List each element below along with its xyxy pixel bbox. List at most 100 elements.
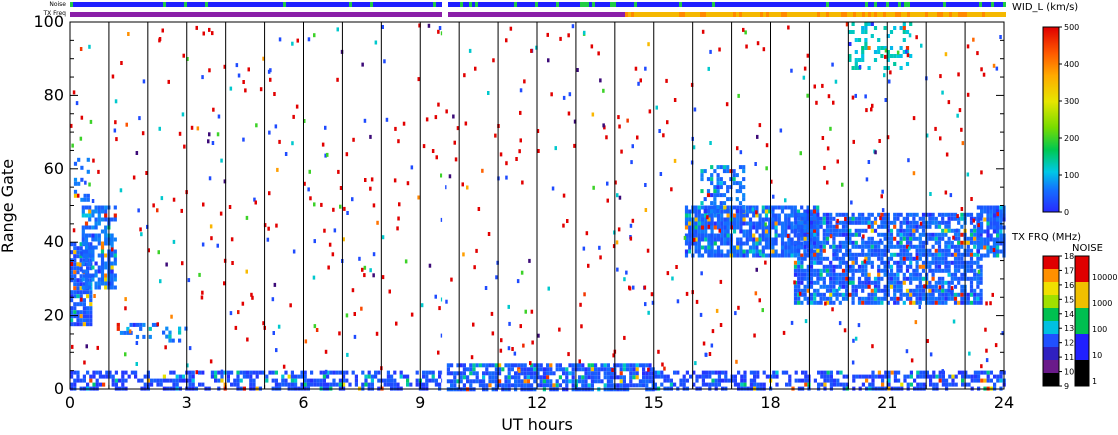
data-point xyxy=(514,375,518,380)
noise-segment xyxy=(598,2,601,7)
data-point xyxy=(893,54,897,58)
data-point xyxy=(505,161,508,166)
data-point xyxy=(867,244,871,249)
noise-segment xyxy=(898,2,901,7)
data-point xyxy=(861,30,865,34)
data-point xyxy=(70,298,74,303)
width-colorbar-segment xyxy=(1043,195,1059,197)
data-point xyxy=(683,235,687,240)
freq-segment xyxy=(199,12,202,17)
data-point xyxy=(953,300,958,305)
data-point xyxy=(201,370,205,375)
data-point xyxy=(300,370,304,375)
data-point xyxy=(616,267,619,272)
data-point xyxy=(542,375,546,380)
data-point xyxy=(361,62,364,67)
data-point xyxy=(832,292,836,297)
data-point xyxy=(425,382,429,387)
data-point xyxy=(900,382,904,387)
data-point xyxy=(571,363,575,368)
data-point xyxy=(707,253,711,258)
freq-segment xyxy=(670,12,673,17)
data-point xyxy=(684,209,689,214)
data-point xyxy=(719,193,723,198)
data-point xyxy=(889,228,894,233)
data-point xyxy=(581,363,585,368)
data-point xyxy=(870,212,874,217)
data-point xyxy=(456,371,460,376)
data-point xyxy=(768,209,772,214)
data-point xyxy=(571,375,575,380)
data-point xyxy=(989,213,993,218)
data-point xyxy=(870,264,874,269)
data-point xyxy=(947,296,951,301)
data-point xyxy=(929,374,933,379)
data-point xyxy=(97,221,101,226)
data-point xyxy=(969,240,974,245)
data-point xyxy=(788,374,792,379)
data-point xyxy=(918,216,922,221)
data-point xyxy=(864,268,868,273)
data-point xyxy=(969,212,974,217)
data-point xyxy=(999,213,1003,218)
data-point xyxy=(867,300,871,305)
data-point xyxy=(941,212,945,217)
data-point xyxy=(565,379,569,384)
data-point xyxy=(947,288,951,293)
data-point xyxy=(800,241,804,246)
data-point xyxy=(721,378,725,383)
data-point xyxy=(803,228,807,233)
data-point xyxy=(854,50,858,54)
data-point xyxy=(124,352,127,357)
data-point xyxy=(832,256,836,261)
data-point xyxy=(628,286,632,291)
data-point xyxy=(246,374,250,379)
data-point xyxy=(886,212,890,217)
data-point xyxy=(857,58,862,62)
data-point xyxy=(832,216,836,221)
width-colorbar-segment xyxy=(1043,60,1059,62)
data-point xyxy=(957,236,961,241)
data-point xyxy=(899,248,903,253)
data-point xyxy=(813,300,817,305)
data-point xyxy=(775,374,779,379)
data-point xyxy=(648,363,652,368)
noise-segment xyxy=(394,2,397,7)
noise-segment xyxy=(511,2,514,7)
data-point xyxy=(732,229,737,234)
data-point xyxy=(737,93,740,98)
data-point xyxy=(202,202,205,207)
data-point xyxy=(417,195,420,200)
data-point xyxy=(992,245,996,250)
data-point xyxy=(619,367,623,372)
data-point xyxy=(700,173,704,178)
data-point xyxy=(996,225,1000,230)
data-point xyxy=(966,264,970,269)
data-point xyxy=(845,288,849,293)
data-point xyxy=(996,217,1000,222)
data-point xyxy=(822,216,826,221)
data-point xyxy=(886,244,890,249)
width-colorbar-segment xyxy=(1043,37,1059,39)
data-point xyxy=(726,185,730,190)
freq-segment xyxy=(862,12,865,17)
data-point xyxy=(719,185,723,190)
data-point xyxy=(354,378,358,383)
data-point xyxy=(632,285,635,290)
data-point xyxy=(70,266,74,271)
data-point xyxy=(909,228,913,233)
noise-segment xyxy=(793,2,796,7)
noise-segment xyxy=(337,2,340,7)
data-point xyxy=(749,382,753,387)
data-point xyxy=(160,196,164,201)
data-point xyxy=(281,374,285,379)
data-point xyxy=(94,237,98,242)
data-point xyxy=(619,375,623,380)
data-point xyxy=(658,129,661,133)
data-point xyxy=(745,253,749,258)
data-point xyxy=(813,236,817,241)
data-point xyxy=(94,269,98,274)
data-point xyxy=(710,165,714,170)
width-colorbar-segment xyxy=(1043,97,1059,99)
data-point xyxy=(178,374,182,379)
